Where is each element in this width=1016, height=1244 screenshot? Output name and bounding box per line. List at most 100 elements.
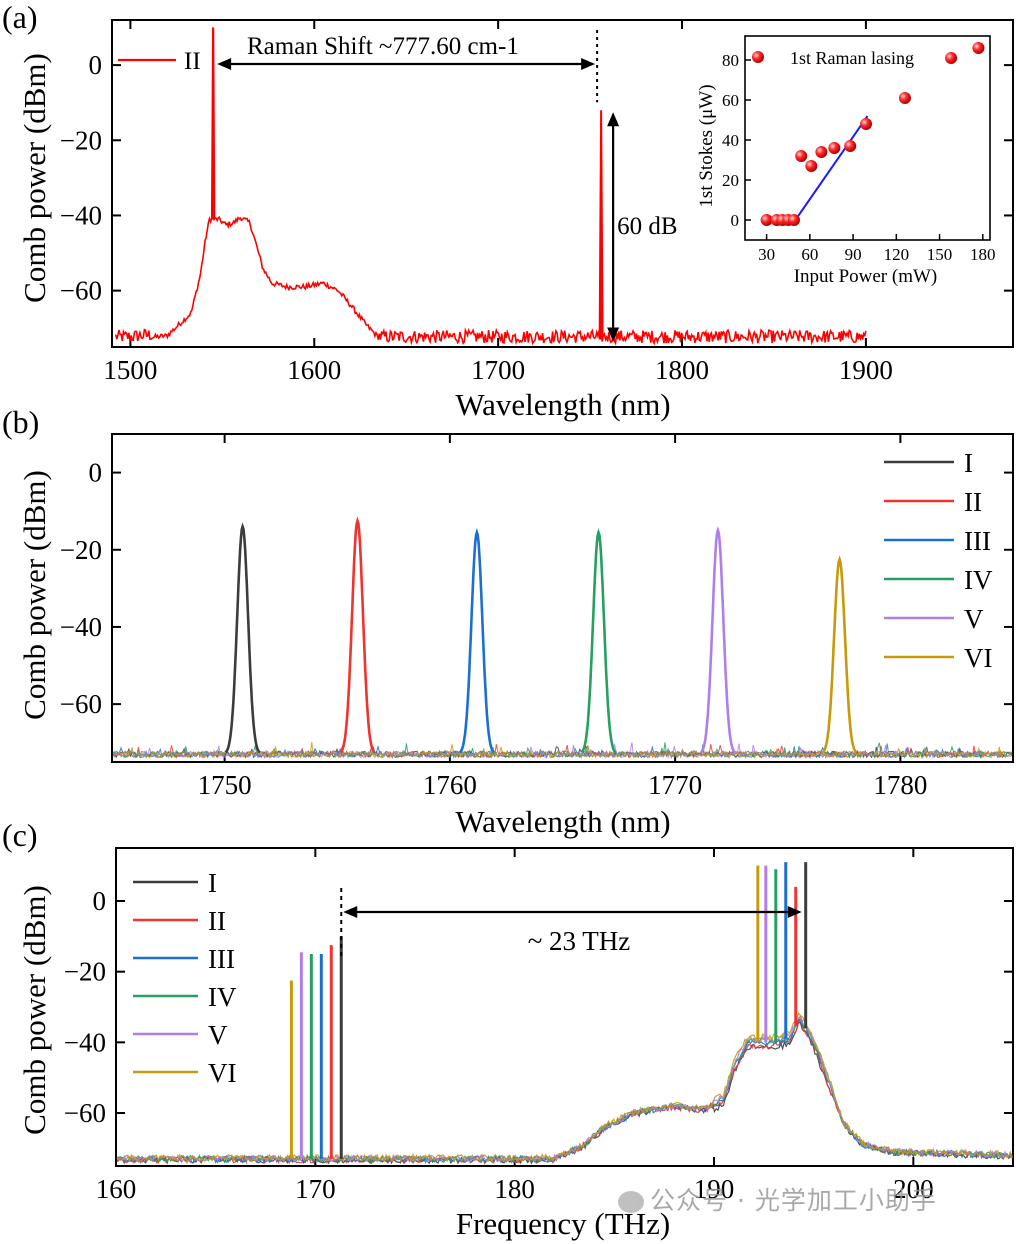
panel-b-peak-II — [339, 516, 376, 754]
panel-c-legend-label: IV — [208, 982, 237, 1012]
panel-a-inset: 30 60 90 120 150 180 0 20 40 60 80 Input Power (mW)… — [696, 35, 996, 287]
panel-a-ytick-label: −20 — [60, 125, 102, 155]
inset-xtick-label: 150 — [927, 245, 953, 264]
inset-ytick-label: 20 — [722, 171, 739, 190]
panel-c-xtick-label: 180 — [494, 1174, 535, 1204]
panel-a-shift-arrowhead-left — [217, 58, 232, 70]
inset-legend-marker — [752, 51, 764, 63]
panel-a-xtick-label: 1900 — [839, 355, 893, 385]
panel-b-legend-label: I — [964, 448, 973, 478]
panel-b-legend-label: V — [964, 604, 984, 634]
inset-data-point — [828, 142, 841, 154]
panel-b-xtick-label: 1760 — [423, 770, 477, 800]
panel-a-xtick-label: 1500 — [103, 355, 157, 385]
panel-c-letter: (c) — [2, 817, 38, 853]
panel-b-ytick-label: −20 — [60, 535, 102, 565]
panel-a-shift-label: Raman Shift ~777.60 cm-1 — [247, 33, 519, 60]
panel-b-letter: (b) — [2, 404, 39, 440]
panel-a-xtick-label: 1600 — [287, 355, 341, 385]
panel-b-xtick-label: 1780 — [873, 770, 927, 800]
panel-a-frame — [111, 19, 1014, 348]
panel-a-depth-arrowhead-bottom — [607, 327, 620, 342]
panel-b-legend-label: IV — [964, 565, 993, 595]
inset-data-point — [788, 214, 800, 226]
inset-data-point — [844, 140, 857, 152]
panel-b-legend-label: II — [964, 487, 982, 517]
inset-xlabel: Input Power (mW) — [794, 266, 938, 287]
panel-c-spectrum-VI — [116, 1012, 1013, 1163]
panel-a-stokes-peak — [598, 110, 604, 340]
inset-xtick-label: 90 — [845, 245, 862, 264]
panel-a-xtick-label: 1700 — [471, 355, 525, 385]
panel-c-ytick-label: −40 — [64, 1027, 106, 1057]
panel-b-peak-V — [699, 526, 736, 754]
inset-data-point — [795, 150, 808, 162]
panel-b-legend-label: III — [964, 526, 991, 556]
inset-data-point — [898, 92, 911, 104]
inset-frame — [744, 35, 991, 241]
panel-c-legend-label: V — [208, 1020, 228, 1050]
inset-xtick-label: 30 — [758, 245, 775, 264]
inset-data-point — [860, 118, 873, 130]
panel-b-xtick-label: 1770 — [648, 770, 702, 800]
inset-xtick-label: 120 — [884, 245, 910, 264]
panel-a-pump-peak — [210, 27, 216, 220]
panel-a-ylabel: Comb power (dBm) — [17, 53, 52, 303]
panel-b-legend-label: VI — [964, 643, 993, 673]
panel-b-ytick-label: 0 — [89, 458, 103, 488]
panel-c-xtick-label: 200 — [893, 1174, 934, 1204]
panel-c-legend-label: II — [208, 906, 226, 936]
inset-ytick-label: 60 — [722, 91, 739, 110]
panel-a-xtick-label: 1800 — [655, 355, 709, 385]
panel-b-peak-III — [459, 527, 495, 754]
panel-b-ylabel: Comb power (dBm) — [17, 470, 52, 720]
panel-a-spectrum-line — [114, 215, 867, 346]
panel-a-letter: (a) — [2, 0, 38, 35]
panel-a-depth-arrowhead-top — [607, 112, 620, 127]
panel-c-ytick-label: 0 — [93, 886, 107, 916]
panel-c-xtick-label: 190 — [694, 1174, 735, 1204]
panel-c-ytick-label: −60 — [64, 1098, 106, 1128]
panel-a-xlabel: Wavelength (nm) — [455, 387, 670, 422]
panel-a: (a) Comb power (dBm) Wavelength (nm) 150… — [2, 0, 1014, 422]
inset-ylabel: 1st Stokes (μW) — [696, 84, 717, 207]
panel-c-spacing-label: ~ 23 THz — [528, 926, 631, 956]
panel-b: (b) Comb power (dBm) Wavelength (nm) 175… — [2, 404, 1014, 839]
panel-c-frame — [115, 847, 1014, 1167]
panel-a-ytick-label: 0 — [89, 50, 103, 80]
panel-c-xtick-label: 170 — [295, 1174, 336, 1204]
panel-b-floor-VI — [112, 742, 1013, 760]
panel-a-depth-label: 60 dB — [617, 213, 677, 240]
inset-data-point — [805, 160, 818, 172]
inset-ytick-label: 40 — [722, 131, 739, 150]
panel-c-legend-label: III — [208, 944, 235, 974]
watermark: 公众号 · 光学加工小助手 — [618, 1181, 937, 1217]
inset-xtick-label: 60 — [801, 245, 818, 264]
panel-a-ytick-label: −40 — [60, 200, 102, 230]
panel-c: (c) Comb power (dBm) Frequency (THz) 160… — [2, 817, 1014, 1241]
panel-c-ytick-label: −20 — [64, 957, 106, 987]
panel-b-peak-I — [224, 522, 261, 754]
panel-b-peak-IV — [580, 528, 617, 754]
panel-b-xtick-label: 1750 — [198, 770, 252, 800]
inset-data-point — [972, 42, 985, 54]
panel-c-ylabel: Comb power (dBm) — [17, 885, 52, 1135]
inset-data-point — [945, 52, 958, 64]
panel-c-arrowhead-left — [343, 906, 358, 918]
inset-data-point — [815, 146, 828, 158]
inset-legend-label: 1st Raman lasing — [790, 48, 914, 68]
panel-c-arrowhead-right — [787, 906, 802, 918]
panel-c-xtick-label: 160 — [96, 1174, 137, 1204]
panel-b-xlabel: Wavelength (nm) — [455, 804, 670, 839]
panel-b-frame — [111, 433, 1014, 763]
panel-a-ytick-label: −60 — [60, 276, 102, 306]
inset-ytick-label: 0 — [731, 211, 740, 230]
panel-b-ytick-label: −60 — [60, 689, 102, 719]
panel-b-ytick-label: −40 — [60, 612, 102, 642]
panel-c-legend-label: VI — [208, 1058, 237, 1088]
inset-ytick-label: 80 — [722, 51, 739, 70]
